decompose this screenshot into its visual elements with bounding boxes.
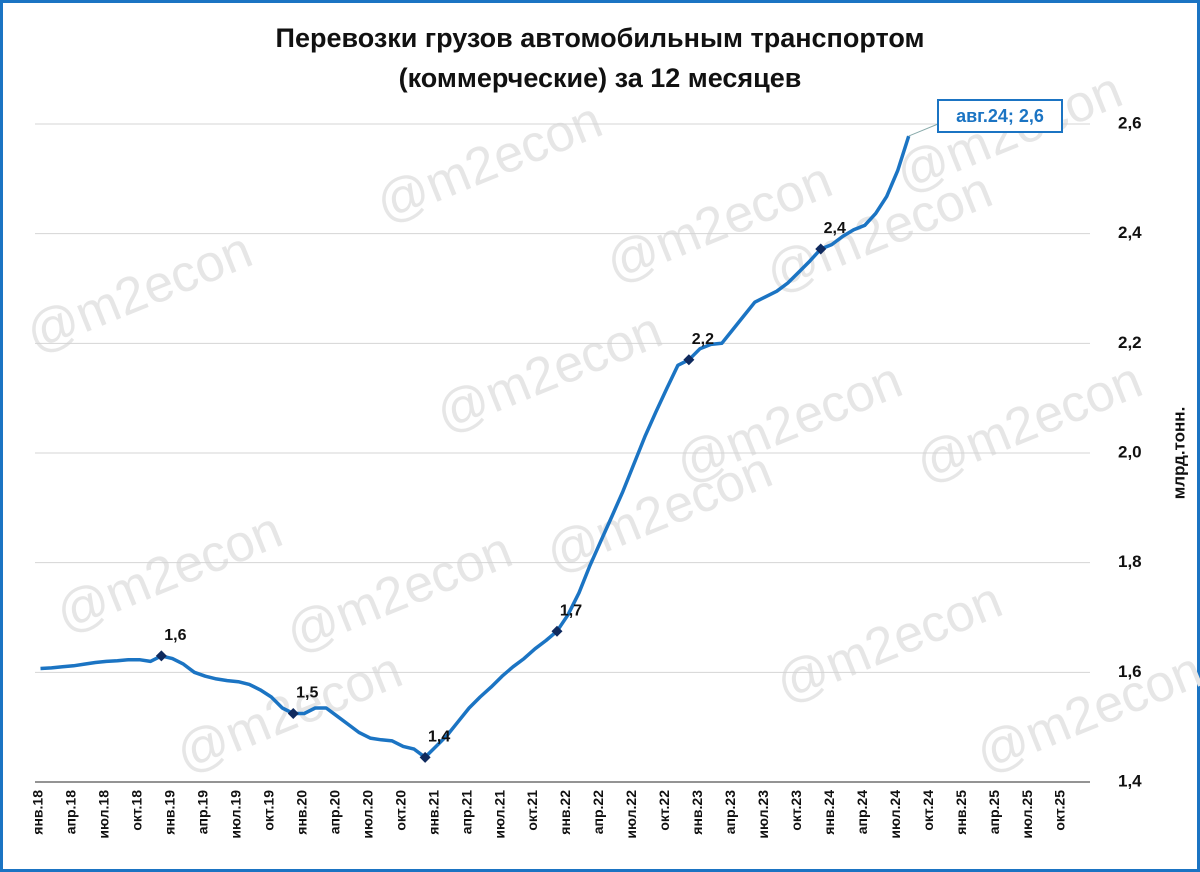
x-tick-label: июл.21	[491, 790, 507, 839]
chart-title: Перевозки грузов автомобильным транспорт…	[276, 23, 925, 53]
y-tick-label: 1,4	[1118, 771, 1142, 790]
x-tick-label: апр.22	[590, 790, 606, 834]
marker	[419, 751, 431, 763]
data-label: 1,5	[296, 685, 318, 702]
series-line	[40, 135, 911, 760]
data-label: 1,7	[560, 602, 582, 619]
marker	[155, 650, 167, 662]
y-tick-label: 1,6	[1118, 662, 1142, 681]
x-tick-label: янв.18	[30, 790, 46, 835]
y-tick-label: 1,8	[1118, 552, 1142, 571]
x-tick-label: апр.24	[854, 790, 870, 834]
y-tick-label: 2,0	[1118, 442, 1142, 461]
x-tick-label: янв.25	[953, 790, 969, 835]
callout-leader	[908, 123, 939, 137]
x-tick-label: янв.21	[425, 790, 441, 835]
x-tick-label: июл.19	[228, 790, 244, 839]
x-tick-label: янв.24	[821, 790, 837, 835]
x-tick-label: апр.20	[326, 790, 342, 834]
x-tick-label: июл.20	[359, 790, 375, 839]
x-tick-label: янв.19	[162, 790, 178, 835]
x-tick-label: июл.18	[96, 790, 112, 839]
y-tick-label: 2,2	[1118, 333, 1142, 352]
callout-box	[937, 99, 1063, 133]
x-tick-label: окт.20	[392, 790, 408, 831]
data-label: 1,6	[164, 627, 186, 644]
x-tick-label: окт.23	[788, 790, 804, 831]
x-tick-label: янв.20	[293, 790, 309, 835]
x-tick-label: июл.25	[1019, 790, 1035, 839]
x-tick-label: окт.22	[656, 790, 672, 831]
x-tick-label: апр.23	[722, 790, 738, 834]
x-tick-label: апр.18	[63, 790, 79, 834]
marker	[551, 625, 563, 637]
x-tick-label: апр.25	[986, 790, 1002, 834]
marker	[287, 707, 299, 719]
y-tick-label: 2,4	[1118, 223, 1142, 242]
y-axis-label: млрд.тонн.	[1169, 407, 1188, 500]
x-tick-label: янв.23	[689, 790, 705, 835]
x-tick-label: апр.19	[195, 790, 211, 834]
x-tick-label: июл.23	[755, 790, 771, 839]
x-tick-label: июл.22	[623, 790, 639, 839]
x-tick-label: янв.22	[557, 790, 573, 835]
marker	[683, 354, 695, 366]
callout-text: авг.24; 2,6	[956, 106, 1044, 126]
x-tick-label: окт.19	[260, 790, 276, 831]
x-tick-label: окт.18	[129, 790, 145, 831]
x-tick-label: окт.25	[1052, 790, 1068, 831]
data-label: 1,4	[428, 729, 450, 746]
x-tick-label: окт.21	[524, 790, 540, 831]
data-label: 2,4	[824, 220, 846, 237]
marker	[815, 243, 827, 255]
x-tick-label: окт.24	[920, 790, 936, 831]
x-tick-label: апр.21	[458, 790, 474, 834]
chart-subtitle: (коммерческие) за 12 месяцев	[399, 63, 802, 93]
y-tick-label: 2,6	[1118, 113, 1142, 132]
data-label: 2,2	[692, 331, 714, 348]
x-tick-label: июл.24	[887, 790, 903, 839]
